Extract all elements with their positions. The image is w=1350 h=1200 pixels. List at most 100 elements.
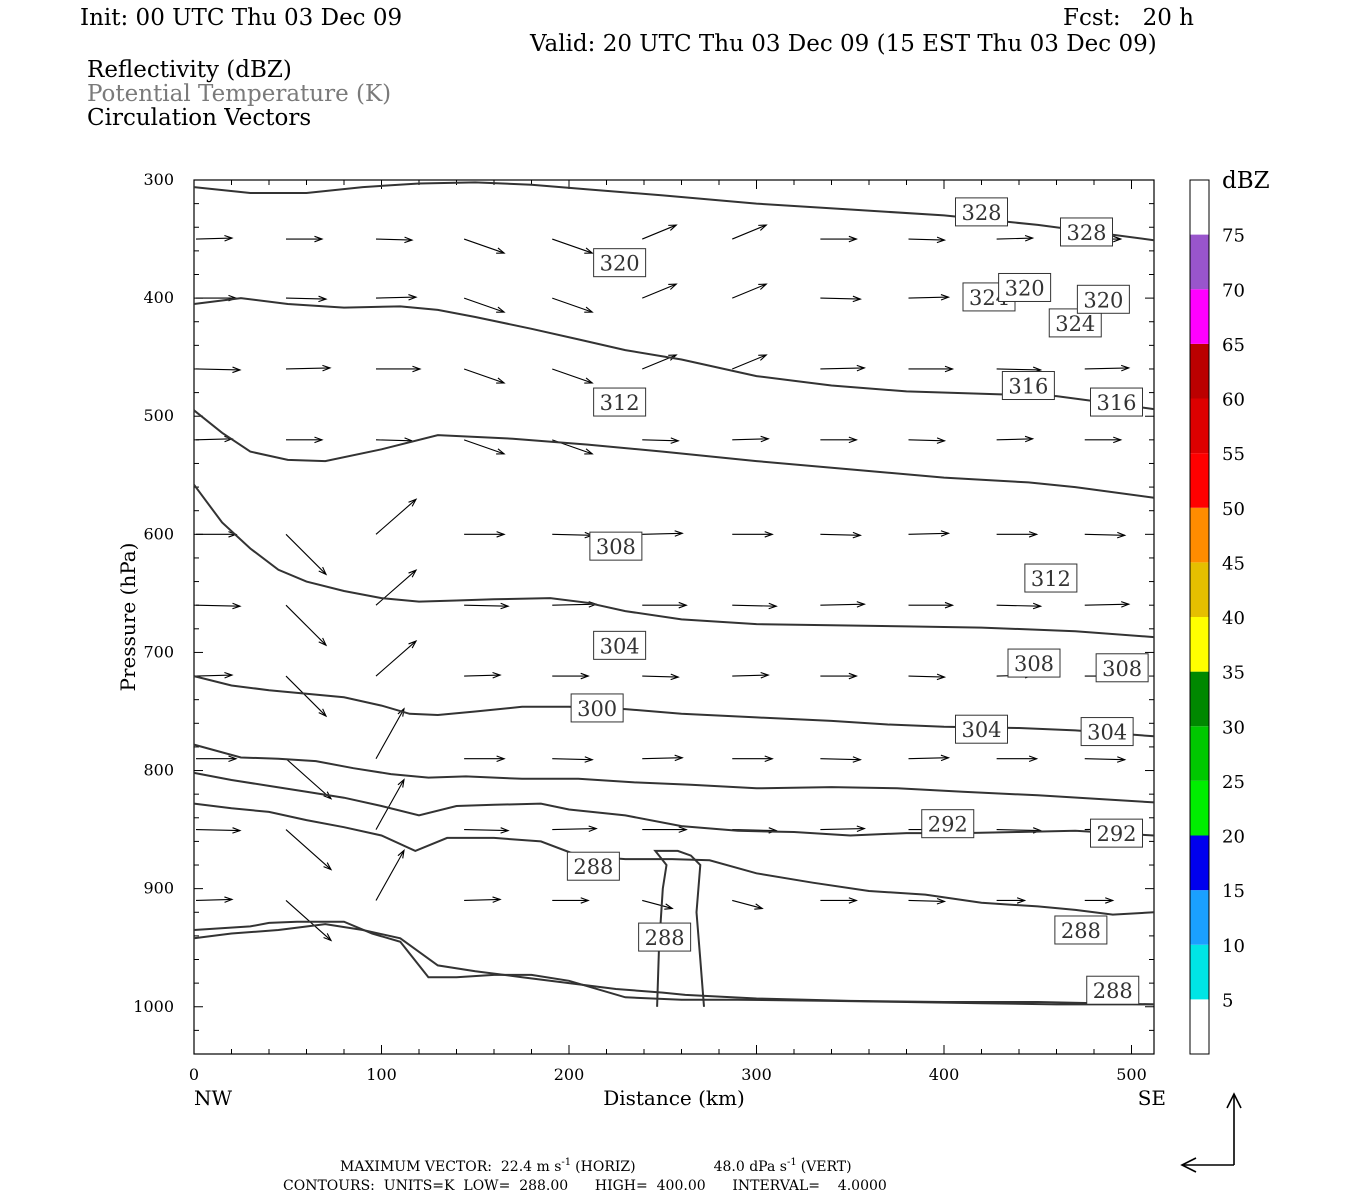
circulation-vector-head <box>758 224 768 231</box>
contour-label-box <box>1090 387 1143 417</box>
init-time-label: Init: 00 UTC Thu 03 Dec 09 <box>80 5 402 31</box>
circulation-vector <box>732 899 763 909</box>
circulation-vector <box>552 368 593 384</box>
circulation-vector-head <box>584 247 594 254</box>
circulation-vector-head <box>1113 235 1123 243</box>
circulation-vector-head <box>1032 602 1043 610</box>
colorbar-tick-label: 50 <box>1222 499 1245 520</box>
circulation-vector <box>642 439 679 442</box>
contour-label: 288 <box>1086 975 1140 1005</box>
contour-label-box <box>1095 653 1149 683</box>
x-tick-label: 300 <box>741 1065 772 1084</box>
circulation-vector-head <box>412 365 422 373</box>
circulation-vector-head <box>408 569 418 578</box>
colorbar-tick-label: 70 <box>1222 280 1245 301</box>
circulation-vector <box>552 828 597 831</box>
circulation-vector-head <box>408 498 418 507</box>
theta-contour-328 <box>193 181 1155 242</box>
contour-label-box <box>998 272 1052 302</box>
circulation-vector <box>908 899 945 903</box>
circulation-vector <box>552 297 593 313</box>
circulation-vector-head <box>848 235 858 243</box>
circulation-vector-head <box>670 437 680 444</box>
colorbar-tick-label: 40 <box>1222 608 1245 629</box>
y-tick-label: 1000 <box>133 997 174 1016</box>
circulation-vector-head <box>496 306 506 313</box>
colorbar-tick-label: 65 <box>1222 335 1245 356</box>
circulation-vector <box>820 533 861 536</box>
circulation-vector <box>463 238 505 254</box>
contour-label-text: 304 <box>1087 721 1127 745</box>
circulation-vector <box>285 900 332 941</box>
circulation-vector-head <box>492 671 502 679</box>
footer-contours-info: CONTOURS: UNITS=K LOW= 288.00 HIGH= 400.… <box>283 1178 887 1194</box>
contour-label-box <box>1086 975 1140 1005</box>
circulation-vector-head <box>856 364 866 372</box>
circulation-vector <box>820 297 861 300</box>
circulation-vector <box>463 297 505 313</box>
theta-contours <box>193 181 1155 1007</box>
contour-label: 304 <box>955 714 1008 744</box>
contour-label-box <box>1001 371 1055 401</box>
circulation-vector-head <box>224 234 234 242</box>
contour-label: 292 <box>1090 818 1143 848</box>
colorbar-outline <box>1189 179 1210 1055</box>
contour-label: 288 <box>638 922 692 952</box>
circulation-vector-head <box>754 903 764 910</box>
circulation-vector-head <box>758 283 768 290</box>
circulation-vector <box>732 604 777 607</box>
circulation-vector-head <box>584 756 594 763</box>
circulation-vector <box>642 675 679 678</box>
contour-label: 324 <box>1048 308 1102 338</box>
circulation-vector-head <box>318 637 328 647</box>
circulation-vector <box>732 354 767 370</box>
colorbar: dBZ 5 10 15 20 25 30 35 40 45 50 55 60 65 70 75 <box>1189 168 1270 1055</box>
circulation-vector-head <box>408 294 418 301</box>
reference-vector-icon <box>1180 1092 1242 1173</box>
circulation-vector <box>732 674 769 677</box>
circulation-vector <box>1084 533 1125 536</box>
axis-ticks: 0 100 200 300 400 500 300 400 500 600 700 800 900 100… <box>133 170 1154 1084</box>
circulation-vector <box>820 758 861 761</box>
colorbar-swatch <box>1190 835 1209 891</box>
forecast-hour-label: Fcst: 20 h <box>1063 5 1194 31</box>
colorbar-swatch <box>1190 890 1209 945</box>
contour-label: 304 <box>1080 717 1134 747</box>
circulation-vector-head <box>944 601 955 609</box>
circulation-vector-head <box>760 435 770 443</box>
contour-label-text: 292 <box>1096 822 1136 846</box>
circulation-vector-head <box>232 602 242 610</box>
contour-label-text: 292 <box>928 813 968 837</box>
colorbar-unit-label: dBZ <box>1222 168 1270 194</box>
contour-label: 292 <box>921 809 975 839</box>
circulation-vector <box>463 368 505 384</box>
circulation-vector-head <box>496 755 506 762</box>
circulation-vector-head <box>323 933 333 942</box>
circulation-vector-head <box>668 283 678 290</box>
contour-label: 320 <box>1076 284 1130 314</box>
theta-contour-312 <box>193 675 1155 738</box>
colorbar-tick-label: 60 <box>1222 390 1245 411</box>
contour-label-text: 328 <box>961 201 1001 225</box>
circulation-vector-head <box>940 530 951 537</box>
circulation-vector-head <box>848 897 858 904</box>
colorbar-tick-label: 10 <box>1222 936 1245 957</box>
circulation-vector-head <box>500 602 510 610</box>
circulation-vector <box>552 238 593 254</box>
colorbar-swatch <box>1190 562 1209 617</box>
circulation-vector-head <box>758 354 768 361</box>
circulation-vector <box>375 569 417 606</box>
circulation-vector <box>908 675 945 678</box>
circulation-vector <box>642 532 683 535</box>
circulation-vector-head <box>232 366 242 374</box>
contour-label: 304 <box>593 630 647 660</box>
colorbar-swatch <box>1190 289 1209 344</box>
contour-label-text: 312 <box>600 391 640 415</box>
contour-label-box <box>593 630 647 660</box>
circulation-vector <box>820 828 865 831</box>
circulation-vector <box>1084 758 1125 761</box>
circulation-vector <box>1084 367 1129 370</box>
contour-label-box <box>1080 717 1134 747</box>
circulation-vector <box>642 283 677 299</box>
